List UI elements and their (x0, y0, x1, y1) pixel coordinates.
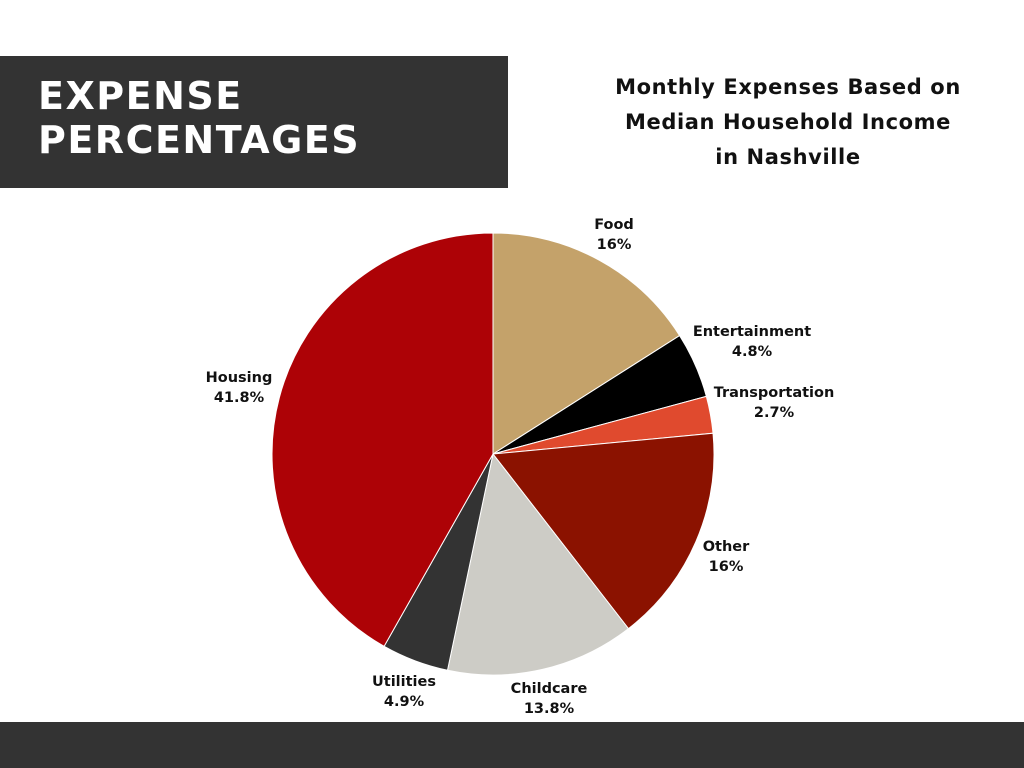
slice-value-food: 16% (597, 237, 632, 253)
chart-title: Monthly Expenses Based on Median Househo… (588, 70, 988, 175)
pie-slice-housing (271, 232, 494, 647)
slice-label-food: Food (594, 217, 634, 233)
slice-value-childcare: 13.8% (524, 701, 575, 717)
slice-value-other: 16% (709, 559, 744, 575)
slice-label-other: Other (703, 539, 750, 555)
pie-slice-food (492, 232, 681, 455)
slice-value-housing: 41.8% (214, 390, 265, 406)
chart-title-line-3: in Nashville (715, 145, 861, 169)
pie-slice-childcare (446, 452, 630, 676)
slice-label-housing: Housing (206, 370, 273, 386)
header-banner: EXPENSE PERCENTAGES (0, 56, 508, 188)
footer-bar (0, 722, 1024, 768)
header-title-line-1: EXPENSE (38, 74, 243, 118)
chart-title-line-1: Monthly Expenses Based on (615, 75, 961, 99)
slice-label-entertainment: Entertainment (693, 324, 811, 340)
slice-label-utilities: Utilities (372, 674, 436, 690)
slice-label-transportation: Transportation (714, 385, 835, 401)
slice-value-transportation: 2.7% (754, 405, 795, 421)
header-title-line-2: PERCENTAGES (38, 118, 361, 162)
slice-value-utilities: 4.9% (384, 694, 425, 710)
pie-slice-other (492, 432, 715, 630)
slice-value-entertainment: 4.8% (732, 344, 773, 360)
chart-title-line-2: Median Household Income (625, 110, 951, 134)
slice-label-childcare: Childcare (511, 681, 588, 697)
